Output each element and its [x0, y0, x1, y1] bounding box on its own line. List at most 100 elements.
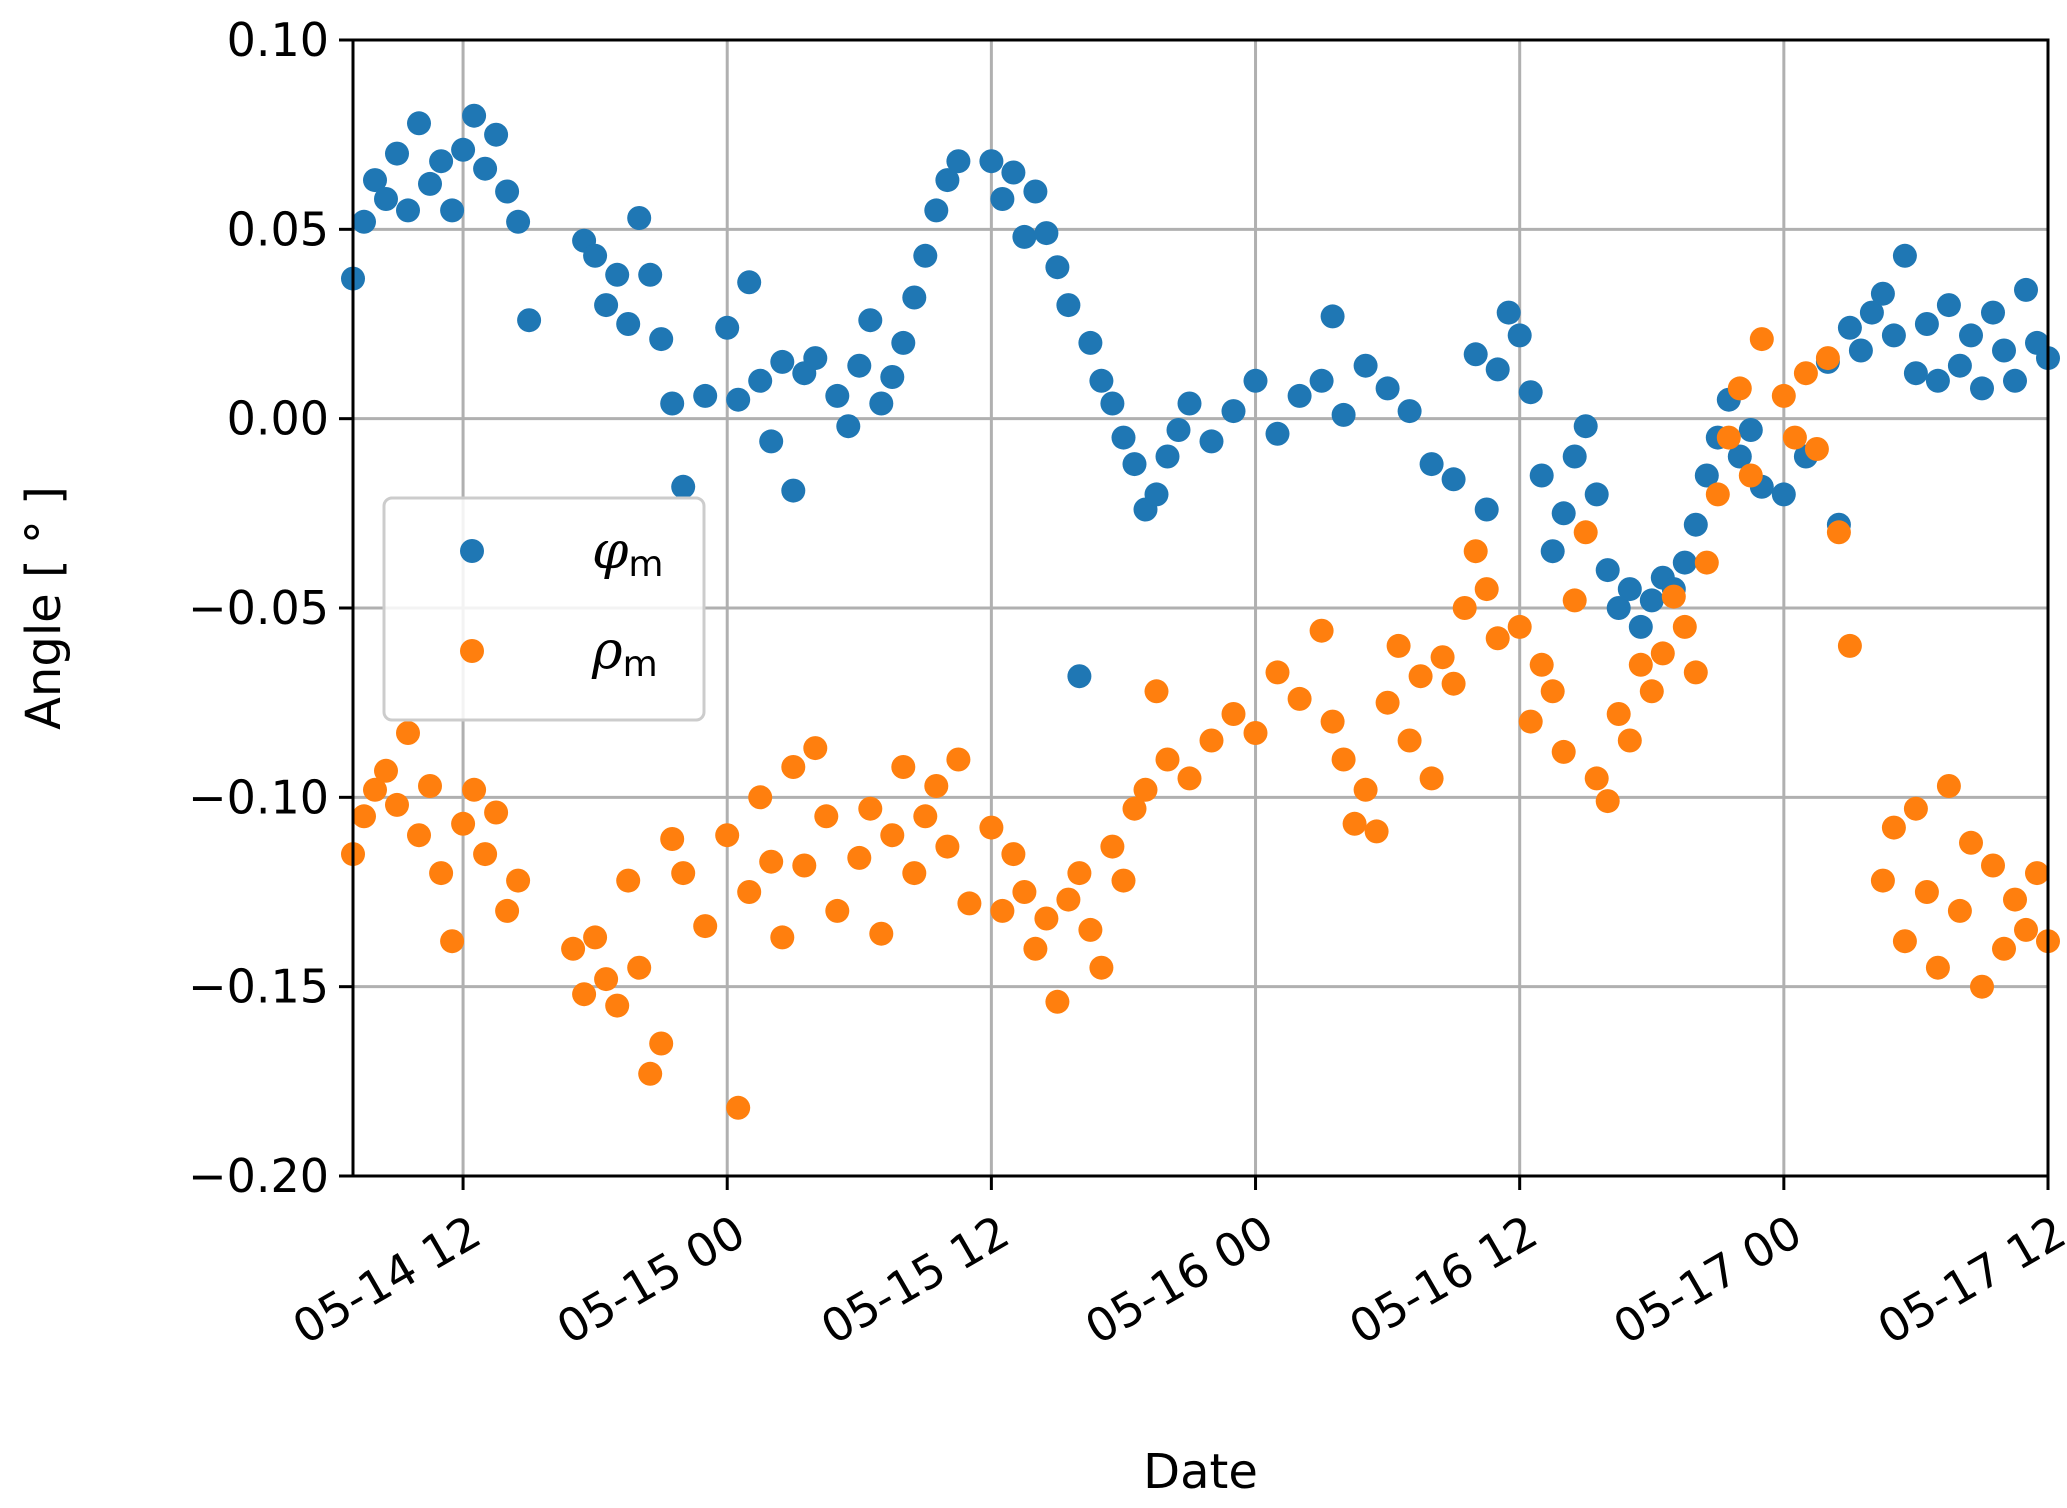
data-point — [825, 898, 850, 923]
data-point — [1992, 936, 2016, 961]
data-point — [891, 755, 916, 779]
data-point — [671, 474, 696, 499]
data-point — [594, 293, 619, 318]
legend-box — [382, 496, 706, 722]
data-point — [1672, 614, 1697, 639]
data-point — [1771, 383, 1796, 408]
data-point — [1584, 766, 1609, 791]
data-point — [1992, 338, 2016, 363]
data-point — [594, 967, 619, 992]
data-point — [1474, 497, 1499, 522]
data-point — [407, 823, 431, 848]
data-point — [1771, 482, 1796, 507]
data-point — [583, 243, 608, 268]
data-point — [979, 149, 1004, 174]
data-point — [935, 834, 960, 859]
data-point — [616, 312, 641, 336]
data-point — [1584, 482, 1609, 507]
data-point — [473, 156, 498, 181]
data-point — [902, 861, 927, 886]
legend-symbol-rho: ρ — [591, 621, 623, 681]
data-point — [726, 1095, 751, 1120]
data-point — [1738, 418, 1763, 442]
data-point — [2014, 277, 2038, 302]
data-point — [1562, 444, 1587, 469]
data-point — [1001, 160, 1026, 185]
data-point — [1672, 550, 1697, 575]
data-point — [1727, 376, 1752, 401]
data-point — [924, 198, 949, 223]
data-point — [1375, 690, 1400, 715]
data-point — [1067, 861, 1092, 886]
data-point — [1012, 224, 1037, 249]
data-point — [473, 842, 498, 867]
data-point — [1738, 463, 1763, 488]
data-point — [1892, 243, 1917, 268]
data-point — [748, 785, 773, 810]
data-point — [1914, 880, 1939, 904]
data-point — [737, 270, 762, 295]
legend-marker-phi — [460, 539, 484, 563]
data-point — [814, 804, 839, 829]
data-point — [506, 868, 531, 893]
data-point — [847, 353, 872, 378]
data-point — [1551, 501, 1576, 526]
data-point — [1430, 645, 1455, 670]
data-point — [1925, 955, 1950, 980]
data-point — [946, 149, 971, 174]
data-point — [1243, 368, 1268, 393]
data-point — [1474, 577, 1499, 602]
data-point — [495, 898, 520, 923]
data-point — [1122, 796, 1147, 821]
data-point — [1815, 346, 1840, 371]
data-point — [1562, 588, 1587, 613]
data-point — [1419, 766, 1444, 791]
data-point — [1177, 766, 1202, 791]
x-axis-title: Date — [1143, 1444, 1258, 1500]
legend-subscript-phi: m — [628, 544, 663, 585]
data-point — [858, 308, 883, 333]
data-point — [1639, 588, 1664, 613]
data-point — [1408, 664, 1433, 689]
data-point — [1925, 368, 1950, 393]
data-point — [1782, 425, 1807, 450]
data-point — [1452, 596, 1477, 620]
data-point — [1518, 380, 1543, 405]
data-point — [1837, 315, 1862, 340]
legend-label-rho: ρm — [591, 621, 658, 685]
data-point — [1507, 323, 1532, 348]
data-point — [979, 815, 1004, 840]
data-point — [1881, 323, 1906, 348]
data-point — [1221, 702, 1246, 726]
data-point — [1375, 376, 1400, 401]
data-point — [1353, 353, 1378, 378]
data-point — [1529, 652, 1554, 677]
data-point — [1914, 312, 1939, 336]
data-point — [1309, 368, 1334, 393]
data-point — [1981, 300, 2005, 325]
data-point — [1903, 361, 1928, 386]
data-point — [605, 262, 630, 287]
data-point — [781, 755, 806, 779]
data-point — [1155, 444, 1180, 469]
y-tick-label: −0.20 — [188, 1149, 329, 1203]
data-point — [770, 349, 795, 374]
data-point — [781, 478, 806, 503]
data-point — [1870, 868, 1895, 893]
data-point — [484, 122, 509, 147]
data-point — [1023, 936, 1048, 961]
data-point — [1573, 520, 1598, 545]
data-point — [352, 804, 376, 829]
data-point — [1837, 633, 1862, 658]
data-point — [726, 387, 751, 412]
data-point — [1287, 686, 1312, 711]
legend-symbol-phi: φ — [592, 521, 629, 581]
data-point — [1947, 898, 1972, 923]
data-point — [869, 921, 894, 946]
data-point — [1694, 463, 1719, 488]
data-point — [1485, 357, 1510, 382]
data-point — [1320, 709, 1345, 734]
data-point — [1397, 728, 1422, 753]
data-point — [1804, 437, 1829, 461]
data-point — [1419, 452, 1444, 477]
